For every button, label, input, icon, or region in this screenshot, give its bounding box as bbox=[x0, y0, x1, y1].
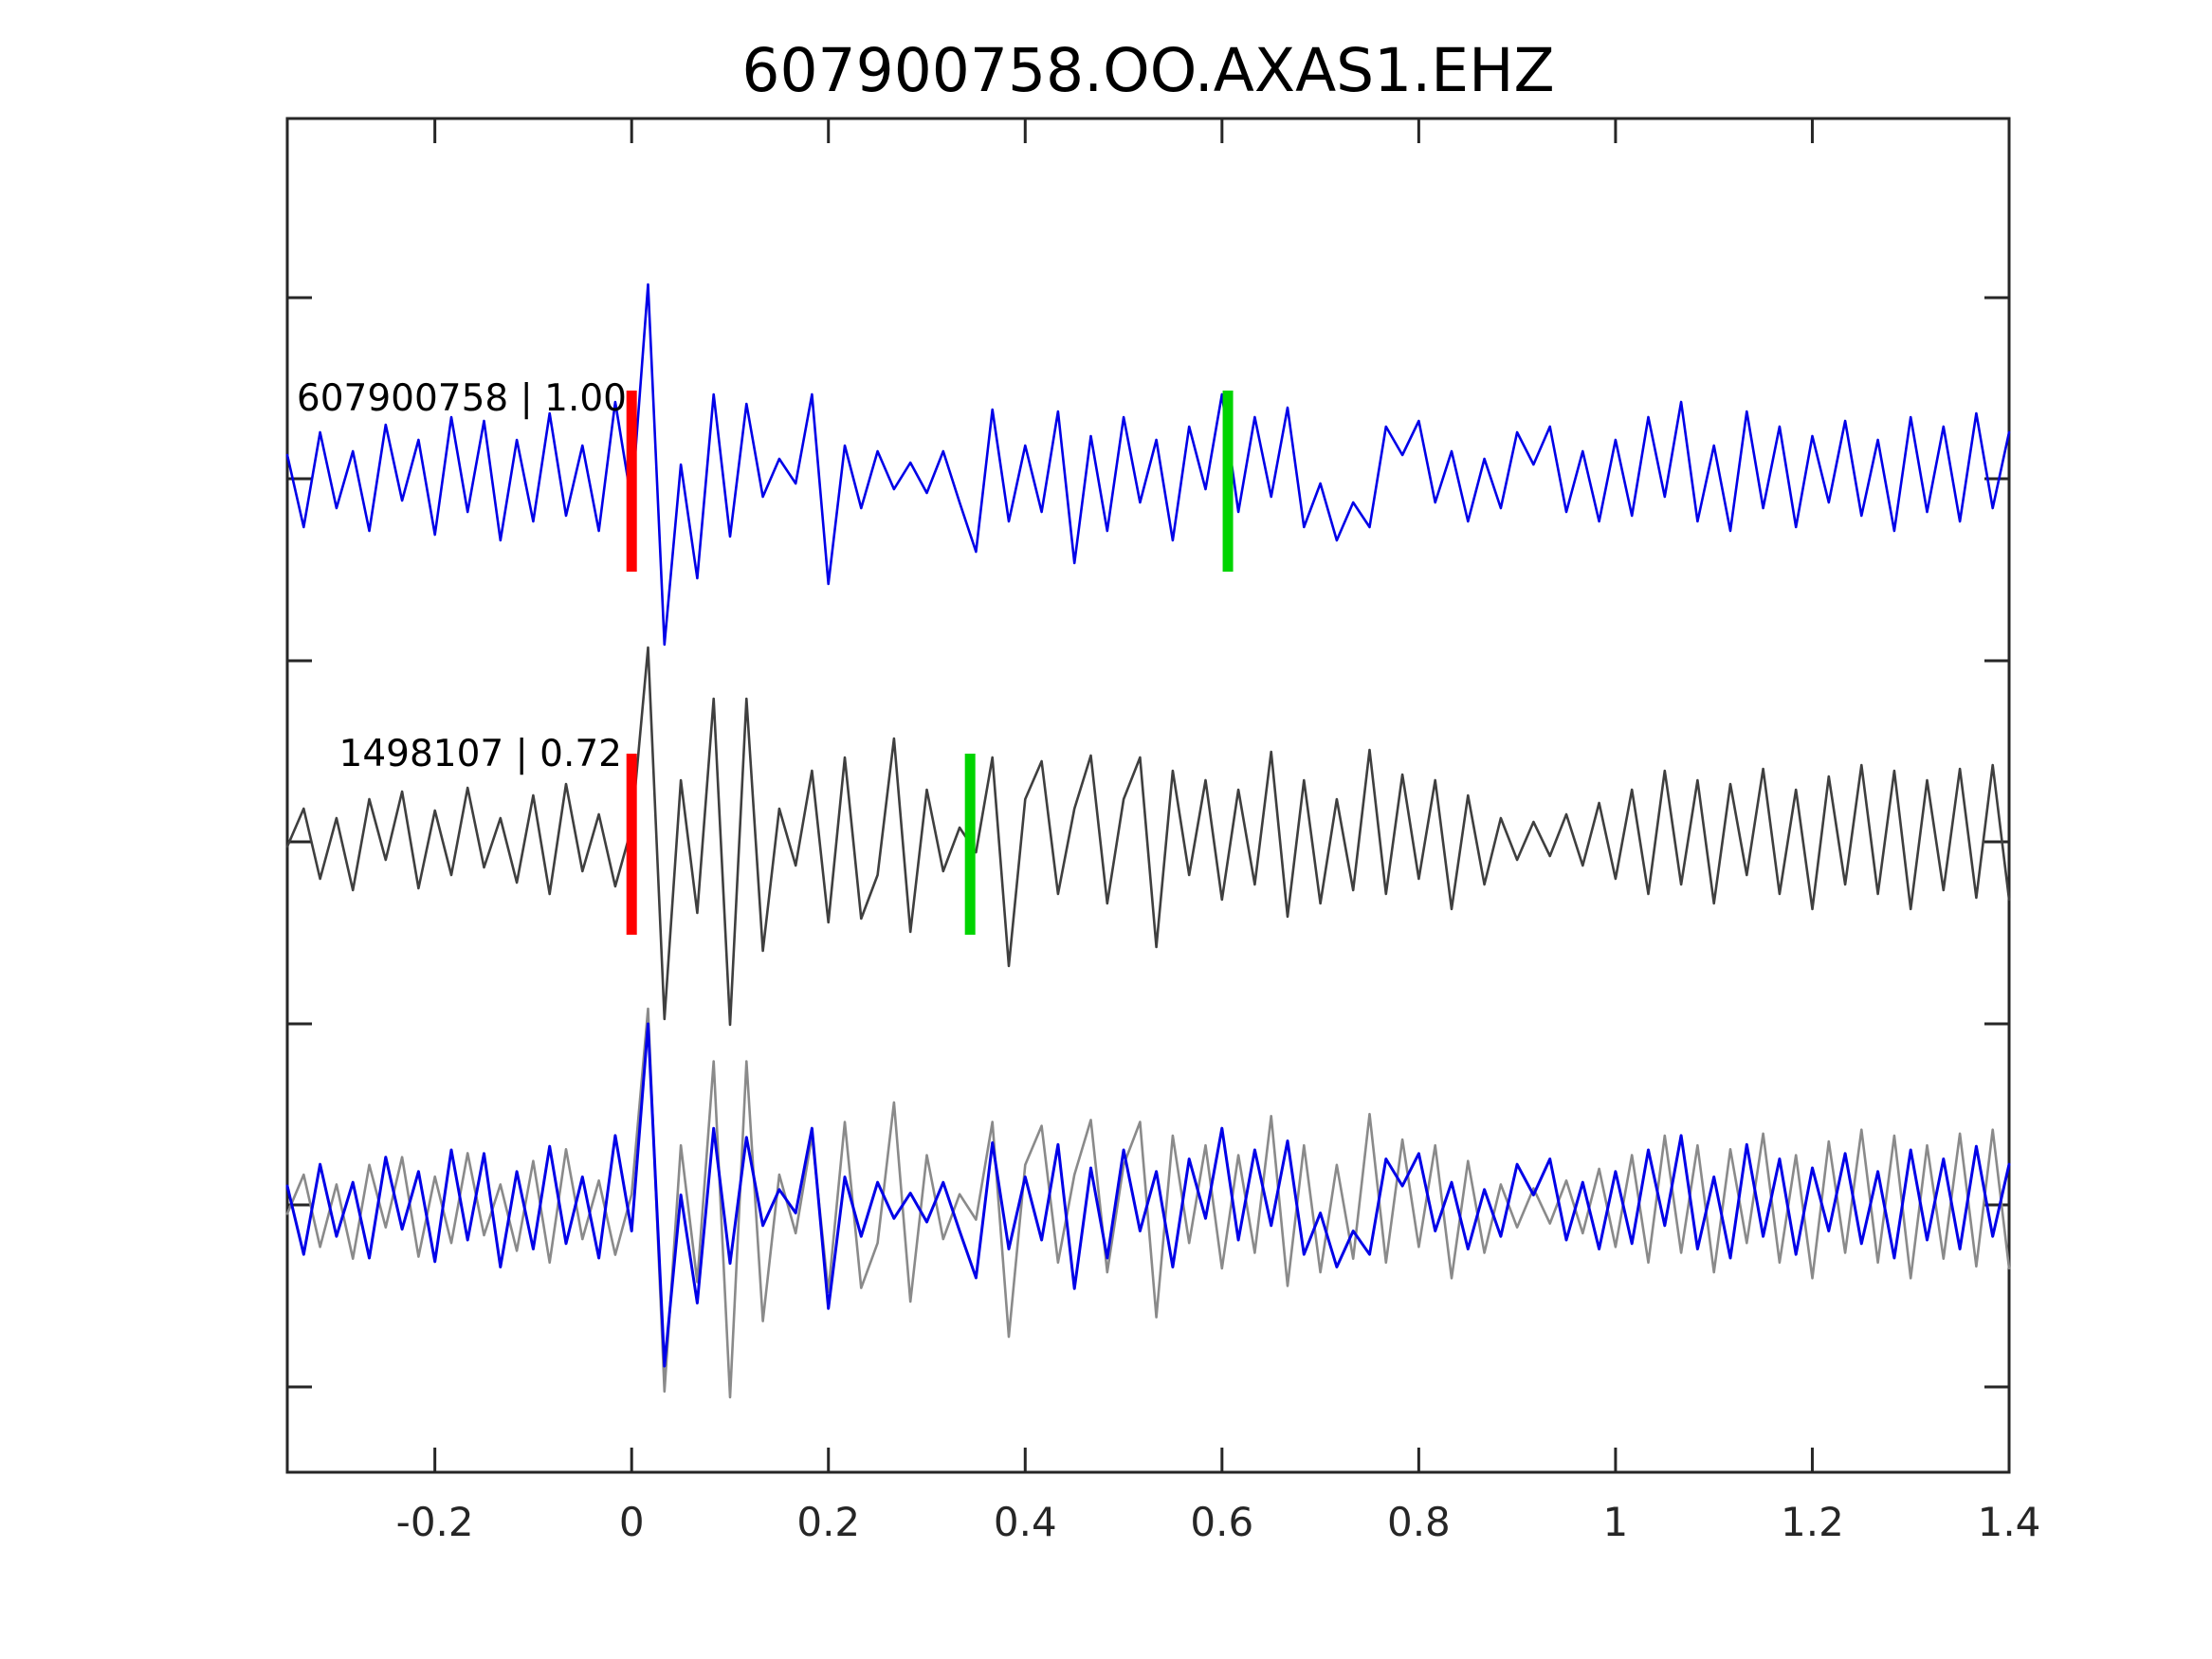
x-tick-label: 1.4 bbox=[1978, 1499, 2041, 1545]
waveform-detection bbox=[285, 646, 2011, 1027]
x-tick-label: 0.2 bbox=[796, 1499, 860, 1545]
plot-frame bbox=[285, 117, 2011, 1474]
axis-ticks bbox=[287, 118, 2011, 1472]
x-tick-label: 0.8 bbox=[1387, 1499, 1451, 1545]
x-tick-label: 0.4 bbox=[994, 1499, 1057, 1545]
x-tick-label: -0.2 bbox=[396, 1499, 474, 1545]
x-tick-label: 0.6 bbox=[1190, 1499, 1253, 1545]
detection-trace-label: 1498107 | 0.72 bbox=[339, 733, 622, 775]
waveform-template bbox=[285, 283, 2011, 647]
waveform-overlay-template bbox=[285, 1022, 2011, 1368]
trace-lines bbox=[285, 283, 2011, 1399]
template-trace-label: 607900758 | 1.00 bbox=[297, 377, 627, 420]
x-tick-label: 0 bbox=[619, 1499, 645, 1545]
x-tick-labels: -0.2 0 0.2 0.4 0.6 0.8 1 1.2 1.4 bbox=[396, 1499, 2041, 1545]
figure-title: 607900758.OO.AXAS1.EHZ bbox=[741, 36, 1554, 105]
x-tick-label: 1.2 bbox=[1781, 1499, 1844, 1545]
x-tick-label: 1 bbox=[1603, 1499, 1629, 1545]
pick-markers bbox=[626, 391, 1234, 935]
